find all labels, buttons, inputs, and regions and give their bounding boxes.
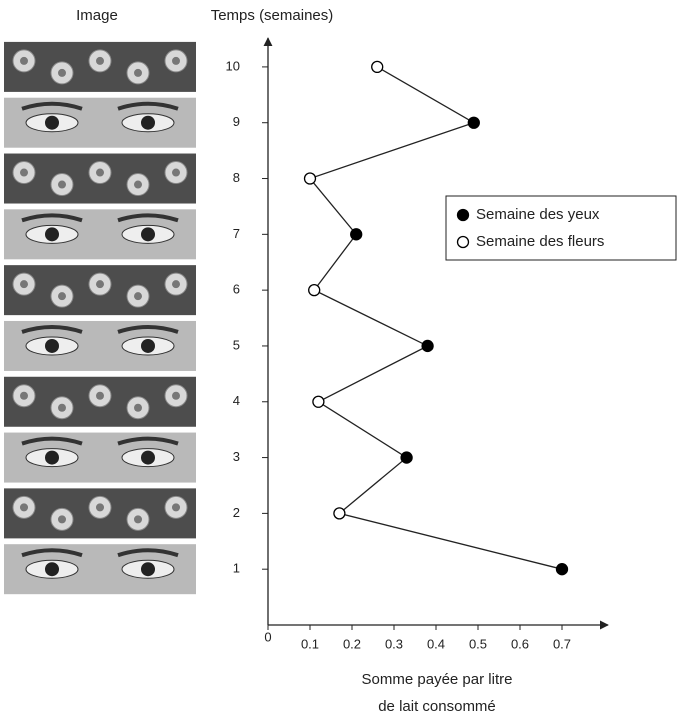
flower-center [134,181,142,189]
flower-center [58,69,66,77]
thumbnail [4,544,196,594]
marker [334,508,345,519]
flower-center [20,503,28,511]
iris [141,562,155,576]
x-tick-label: 0.4 [427,636,445,651]
flower-center [58,181,66,189]
flower-center [20,280,28,288]
thumbnail [4,377,196,427]
y-axis-label: Temps (semaines) [211,7,334,24]
iris [45,339,59,353]
iris [45,562,59,576]
thumbnail [4,321,196,371]
flower-center [172,503,180,511]
thumbnail [4,265,196,315]
flower-center [96,392,104,400]
y-tick-label: 2 [233,505,240,520]
y-tick-label: 4 [233,393,240,408]
image-header: Image [76,7,118,24]
thumbnail [4,42,196,92]
iris [141,227,155,241]
flower-center [134,515,142,523]
flower-center [20,57,28,65]
iris [141,116,155,130]
x-axis-label: de lait consommé [378,698,496,715]
flower-center [172,392,180,400]
marker [401,452,412,463]
flower-center [134,69,142,77]
legend-marker [458,210,469,221]
y-tick-label: 10 [226,58,240,73]
thumbnail [4,488,196,538]
x-tick-label: 0.7 [553,636,571,651]
flower-center [172,169,180,177]
marker [372,61,383,72]
chart: Image Temps (semaines) Somme payée par l… [0,0,686,719]
x-tick-label: 0.6 [511,636,529,651]
x-tick-label: 0.5 [469,636,487,651]
marker [309,285,320,296]
flower-center [58,515,66,523]
legend-marker [458,237,469,248]
y-tick-label: 7 [233,226,240,241]
y-tick-label: 5 [233,337,240,352]
y-tick-label: 1 [233,561,240,576]
flower-center [96,57,104,65]
marker [305,173,316,184]
flower-center [58,292,66,300]
iris [141,451,155,465]
x-tick-label: 0 [264,629,271,644]
iris [45,227,59,241]
thumbnail [4,98,196,148]
flower-center [172,280,180,288]
marker [422,340,433,351]
x-axis-label: Somme payée par litre [362,671,513,688]
flower-center [134,404,142,412]
thumbnail [4,154,196,204]
flower-center [172,57,180,65]
marker [351,229,362,240]
marker [468,117,479,128]
thumbnail [4,433,196,483]
legend-label: Semaine des fleurs [476,233,604,250]
x-tick-label: 0.2 [343,636,361,651]
flower-center [20,392,28,400]
thumbnail [4,209,196,259]
flower-center [96,280,104,288]
marker [313,396,324,407]
y-tick-label: 3 [233,449,240,464]
legend-label: Semaine des yeux [476,206,600,223]
x-tick-label: 0.1 [301,636,319,651]
flower-center [134,292,142,300]
iris [141,339,155,353]
x-tick-label: 0.3 [385,636,403,651]
iris [45,116,59,130]
connecting-line [310,67,562,569]
iris [45,451,59,465]
flower-center [96,503,104,511]
y-tick-label: 8 [233,170,240,185]
flower-center [20,169,28,177]
flower-center [58,404,66,412]
marker [557,564,568,575]
y-tick-label: 6 [233,282,240,297]
y-tick-label: 9 [233,114,240,129]
flower-center [96,169,104,177]
